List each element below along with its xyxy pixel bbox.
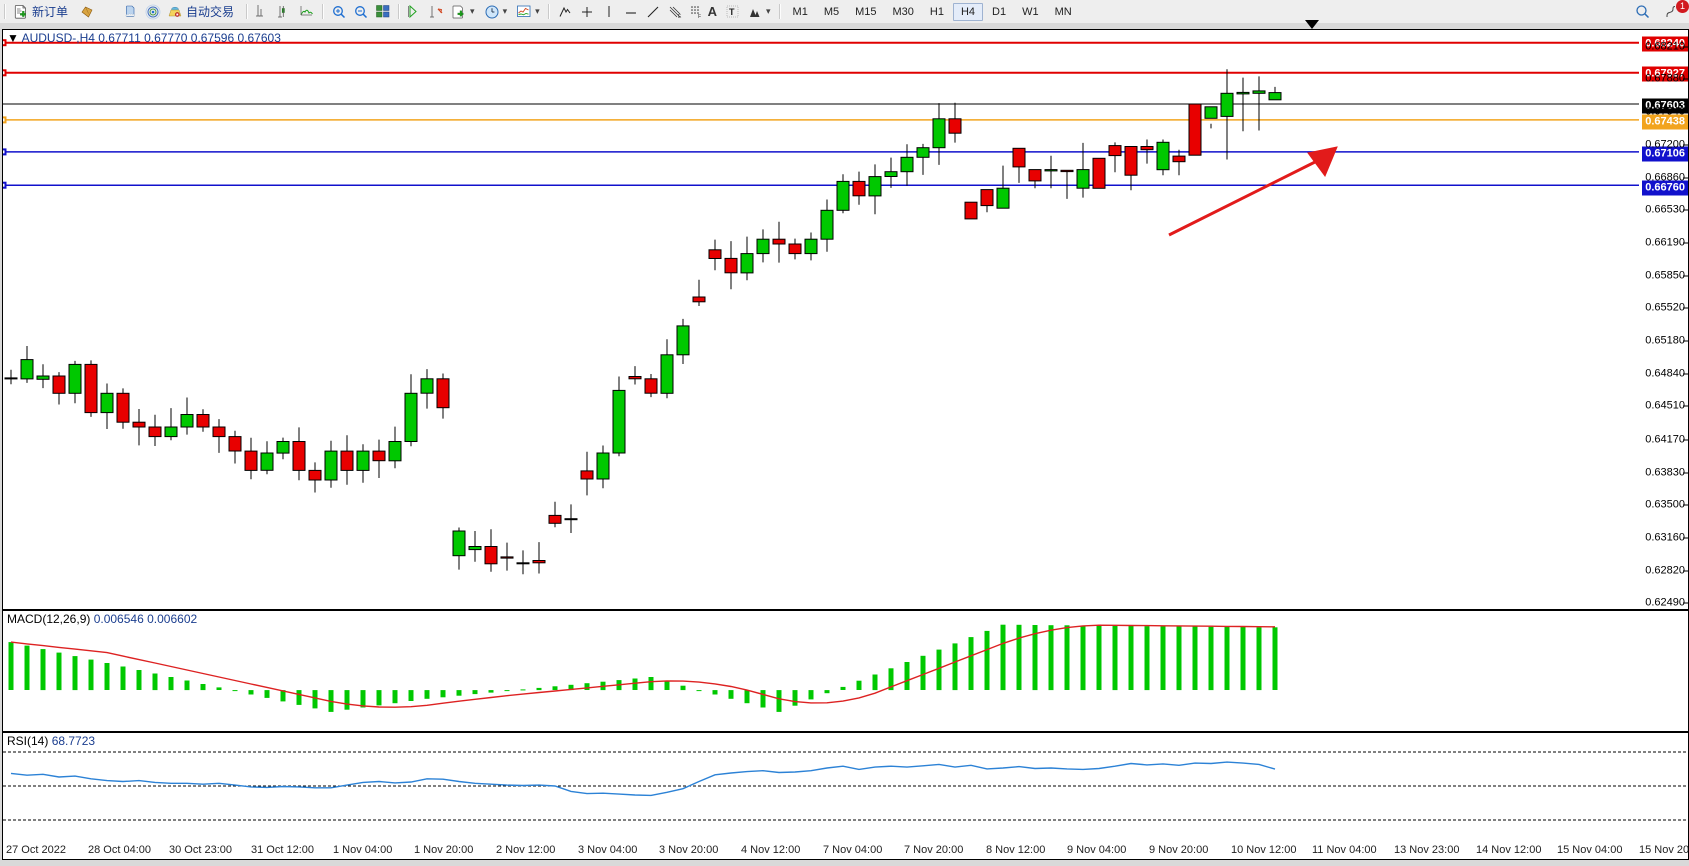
svg-text:F: F [698, 14, 701, 20]
svg-text:T: T [729, 7, 735, 17]
svg-text:E: E [678, 14, 682, 20]
